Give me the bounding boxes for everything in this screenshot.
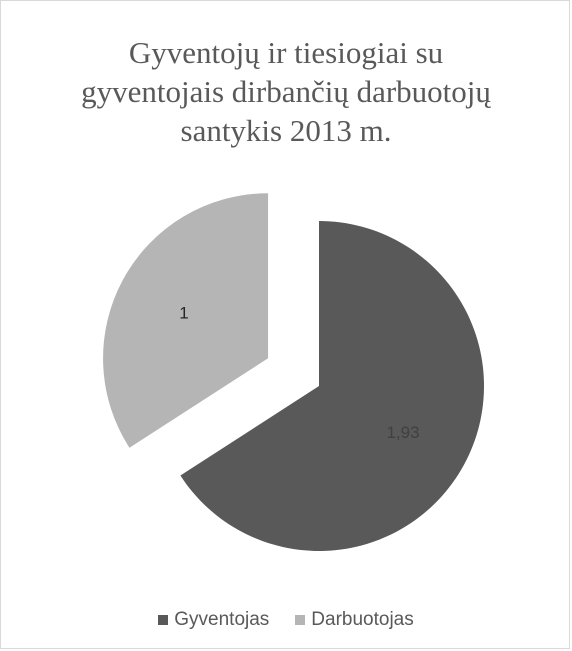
chart-title: Gyventojų ir tiesiogiai su gyventojais d… (1, 33, 571, 150)
data-label-darbuotojas: 1 (179, 304, 188, 323)
chart-title-line-2: gyventojais dirbančių darbuotojų (81, 74, 491, 109)
data-label-gyventojas: 1,93 (387, 423, 420, 442)
legend-item-darbuotojas: Darbuotojas (295, 609, 414, 631)
legend-swatch-gyventojas (158, 615, 169, 625)
chart-title-line-3: santykis 2013 m. (180, 113, 392, 148)
legend: Gyventojas Darbuotojas (1, 609, 571, 631)
legend-swatch-darbuotojas (295, 615, 306, 625)
legend-label-gyventojas: Gyventojas (174, 609, 270, 630)
legend-label-darbuotojas: Darbuotojas (311, 609, 414, 630)
pie-slice-darbuotojas (103, 193, 269, 448)
legend-item-gyventojas: Gyventojas (158, 609, 269, 631)
chart-title-line-1: Gyventojų ir tiesiogiai su (128, 35, 444, 70)
pie-slice-gyventojas (180, 221, 485, 551)
